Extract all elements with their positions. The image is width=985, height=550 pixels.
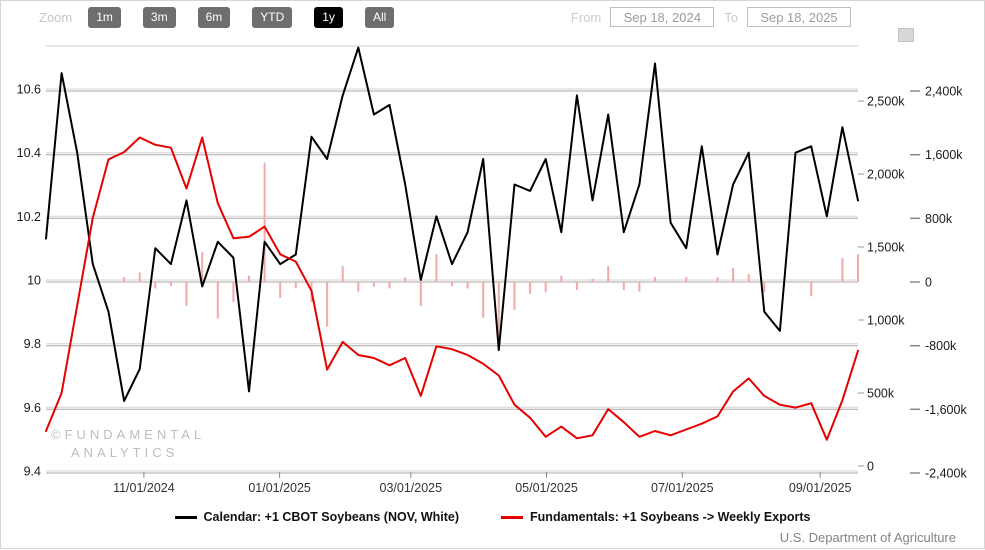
from-label: From: [570, 9, 602, 25]
watermark-line2: ANALYTICS: [71, 445, 179, 460]
zoom-button-6m[interactable]: 6m: [197, 6, 231, 28]
y-axis-right-outer-tick-label: 1,600k: [925, 148, 963, 162]
legend-marker-black-line: [174, 515, 197, 519]
series-weekly_exports: [45, 136, 859, 441]
x-axis-tick-label: 03/01/2025: [380, 481, 443, 495]
y-axis-right-inner-tick-label: 1,000k: [867, 314, 905, 328]
y-axis-left-tick-label: 9.8: [24, 337, 41, 351]
y-axis-right-inner-labels: 0 500k 1,000k 1,500k 2,000k 2,500k: [858, 95, 905, 474]
zoom-button-all[interactable]: All: [364, 6, 395, 28]
x-axis-tick-label: 11/01/2024: [113, 481, 175, 495]
y-axis-left-tick-label: 9.6: [24, 401, 41, 415]
y-axis-left-tick-label: 9.4: [24, 465, 41, 479]
x-axis-labels: 11/01/2024 01/01/2025 03/01/2025 05/01/2025…: [113, 472, 852, 495]
legend-marker-red-line: [501, 515, 524, 519]
zoom-button-3m[interactable]: 3m: [142, 6, 176, 28]
y-axis-right-outer-labels: -2,400k -1,600k -800k 0 800k 1,600k 2,400k: [910, 85, 967, 481]
y-axis-right-outer-tick-label: 2,400k: [925, 85, 963, 99]
exports-change-bars: [123, 162, 859, 338]
watermark-line1: ©FUNDAMENTAL: [51, 427, 206, 442]
series-calendar_price: [45, 46, 859, 402]
y-axis-right-inner-tick-label: 2,000k: [867, 168, 905, 182]
y-axis-right-outer-tick-label: 800k: [925, 212, 953, 226]
chart-legend: Calendar: +1 CBOT Soybeans (NOV, White) …: [1, 510, 984, 524]
y-axis-right-inner-tick-label: 0: [867, 460, 874, 474]
y-axis-right-inner-tick-label: 1,500k: [867, 241, 905, 255]
y-axis-left-tick-label: 10.4: [17, 146, 41, 160]
from-date-input[interactable]: [610, 7, 715, 27]
legend-label-fundamentals: Fundamentals: +1 Soybeans -> Weekly Expo…: [530, 510, 811, 524]
chart-plot-area[interactable]: [46, 46, 858, 472]
zoom-button-ytd[interactable]: YTD: [252, 6, 293, 28]
x-axis-tick-label: 05/01/2025: [515, 481, 578, 495]
y-axis-left-labels: 9.4 9.6 9.8 10 10.2 10.4 10.6: [17, 83, 41, 479]
to-date-input[interactable]: [747, 7, 851, 27]
y-axis-right-outer-tick-label: 0: [925, 276, 932, 290]
legend-label-calendar: Calendar: +1 CBOT Soybeans (NOV, White): [203, 510, 460, 524]
zoom-label: Zoom: [39, 9, 73, 25]
zoom-button-1y[interactable]: 1y: [314, 6, 343, 28]
y-axis-left-tick-label: 10: [27, 274, 41, 288]
to-label: To: [724, 9, 738, 25]
y-axis-left-tick-label: 10.6: [17, 83, 41, 97]
y-axis-right-inner-tick-label: 2,500k: [867, 95, 905, 109]
y-axis-right-outer-tick-label: -2,400k: [925, 467, 967, 481]
chart-menu-button[interactable]: [898, 28, 914, 42]
x-axis-tick-label: 01/01/2025: [248, 481, 311, 495]
y-axis-right-outer-tick-label: -1,600k: [925, 403, 967, 417]
y-axis-right-outer-tick-label: -800k: [925, 339, 957, 353]
source-attribution: U.S. Department of Agriculture: [779, 530, 956, 545]
legend-item-calendar[interactable]: Calendar: +1 CBOT Soybeans (NOV, White): [174, 510, 460, 524]
y-axis-left-tick-label: 10.2: [17, 210, 41, 224]
date-range-controls: From To: [571, 7, 851, 27]
legend-item-fundamentals[interactable]: Fundamentals: +1 Soybeans -> Weekly Expo…: [501, 510, 810, 524]
x-axis-tick-label: 07/01/2025: [651, 481, 714, 495]
x-axis-tick-label: 09/01/2025: [789, 481, 852, 495]
zoom-button-1m[interactable]: 1m: [88, 6, 121, 28]
y-axis-right-inner-tick-label: 500k: [867, 387, 895, 401]
watermark: ©FUNDAMENTAL ANALYTICS: [51, 426, 205, 462]
chart-toolbar: Zoom 1m 3m 6m YTD 1y All From To: [1, 5, 984, 29]
